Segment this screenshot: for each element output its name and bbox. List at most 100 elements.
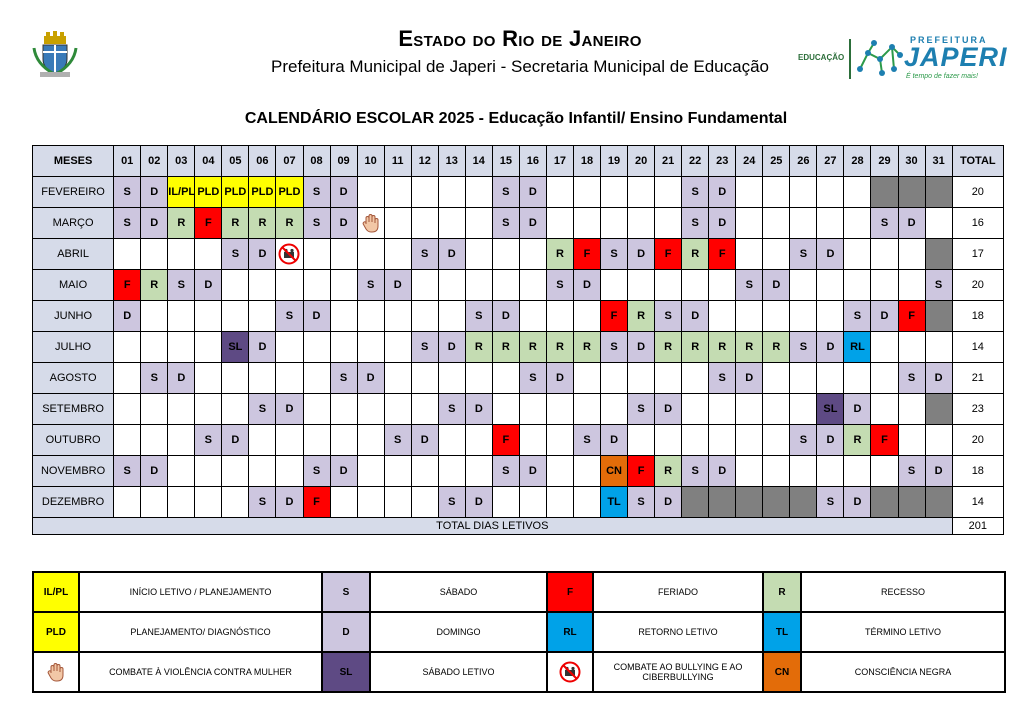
legend-swatch: TL <box>762 611 802 653</box>
day-cell <box>843 238 872 270</box>
legend-swatch: F <box>546 571 594 613</box>
day-cell: D <box>329 207 358 239</box>
day-header: 25 <box>762 145 791 177</box>
day-cell-blocked <box>897 176 926 208</box>
day-cell: D <box>545 362 574 394</box>
day-cell <box>735 424 764 456</box>
day-header: 23 <box>708 145 737 177</box>
day-cell <box>545 393 574 425</box>
month-row: MAIO F R S D S D S D S D S 20 <box>31 269 1005 301</box>
day-cell <box>302 238 331 270</box>
day-cell: S <box>897 455 926 487</box>
day-cell-blocked <box>924 486 953 518</box>
total-school-days-row: TOTAL DIAS LETIVOS 201 <box>32 517 1005 535</box>
day-cell: D <box>600 424 629 456</box>
day-cell: S <box>816 486 845 518</box>
day-cell <box>572 393 602 425</box>
day-cell <box>383 455 412 487</box>
day-cell-blocked <box>924 393 953 425</box>
day-cell <box>194 331 223 363</box>
day-cell: PLD <box>275 176 304 208</box>
day-cell: RL <box>843 331 872 363</box>
day-cell <box>194 393 223 425</box>
day-cell <box>681 393 710 425</box>
day-cell: D <box>383 269 412 301</box>
day-cell <box>762 362 791 394</box>
day-cell: R <box>681 238 710 270</box>
day-cell <box>464 207 493 239</box>
day-cell: D <box>437 331 466 363</box>
day-cell <box>113 362 142 394</box>
day-cell: S <box>248 393 277 425</box>
day-cell-violence-against-women <box>356 207 385 239</box>
legend-label: SÁBADO LETIVO <box>369 651 548 693</box>
day-cell: S <box>302 455 331 487</box>
day-cell <box>762 176 791 208</box>
day-cell <box>924 207 953 239</box>
day-cell <box>194 238 223 270</box>
day-cell: D <box>491 300 520 332</box>
day-header: 03 <box>167 145 196 177</box>
day-header: 04 <box>194 145 223 177</box>
month-row: DEZEMBRO S D F S D TL S D S D 14 <box>31 486 1005 518</box>
legend-label: COMBATE À VIOLÊNCIA CONTRA MULHER <box>78 651 323 693</box>
day-cell: S <box>789 331 818 363</box>
day-cell <box>167 486 196 518</box>
legend-swatch-violence-against-women <box>32 651 80 693</box>
day-cell <box>627 207 656 239</box>
day-cell: S <box>140 362 169 394</box>
day-cell <box>194 300 223 332</box>
legend-swatch: R <box>762 571 802 613</box>
day-cell: S <box>437 486 466 518</box>
logo-edu-text: EDUCAÇÃO <box>798 53 845 62</box>
day-cell-blocked <box>762 486 791 518</box>
month-name: NOVEMBRO <box>31 455 115 487</box>
day-cell: D <box>735 362 764 394</box>
day-cell <box>167 424 196 456</box>
day-cell <box>383 486 412 518</box>
logo-divider <box>849 39 851 79</box>
day-cell <box>302 362 331 394</box>
day-cell: D <box>329 455 358 487</box>
day-cell: D <box>113 300 142 332</box>
day-cell <box>194 362 223 394</box>
secretariat-title: Prefeitura Municipal de Japeri - Secreta… <box>271 57 769 76</box>
day-header: 17 <box>545 145 574 177</box>
day-cell <box>113 424 142 456</box>
day-cell-blocked <box>924 300 953 332</box>
day-cell <box>627 176 656 208</box>
day-cell: S <box>167 269 196 301</box>
day-cell <box>437 362 466 394</box>
day-cell <box>762 300 791 332</box>
day-cell: D <box>140 207 169 239</box>
day-cell: R <box>491 331 520 363</box>
day-cell <box>113 331 142 363</box>
day-cell <box>356 300 385 332</box>
day-cell <box>410 455 439 487</box>
day-cell: D <box>275 393 304 425</box>
day-cell: D <box>870 300 899 332</box>
day-cell: D <box>275 486 304 518</box>
day-cell <box>762 424 791 456</box>
day-cell <box>437 269 466 301</box>
day-cell-blocked <box>708 486 737 518</box>
day-cell <box>356 393 385 425</box>
day-cell: S <box>491 176 520 208</box>
day-cell: S <box>491 455 520 487</box>
day-cell <box>545 176 574 208</box>
day-cell <box>437 300 466 332</box>
day-cell <box>789 207 818 239</box>
day-cell: S <box>248 486 277 518</box>
day-cell: S <box>545 269 574 301</box>
month-total: 20 <box>951 269 1005 301</box>
day-cell-blocked <box>897 486 926 518</box>
months-header: MESES <box>31 145 115 177</box>
legend-body: IL/PL INÍCIO LETIVO / PLANEJAMENTO S SÁBADO… <box>32 571 1006 693</box>
day-cell <box>275 455 304 487</box>
day-cell: D <box>464 393 493 425</box>
month-row: FEVEREIRO S D IL/PL PLD PLD PLD PLD S D S D S D 20 <box>31 176 1005 208</box>
day-cell <box>545 486 574 518</box>
day-cell: R <box>464 331 493 363</box>
day-header: 27 <box>816 145 845 177</box>
day-cell <box>843 362 872 394</box>
